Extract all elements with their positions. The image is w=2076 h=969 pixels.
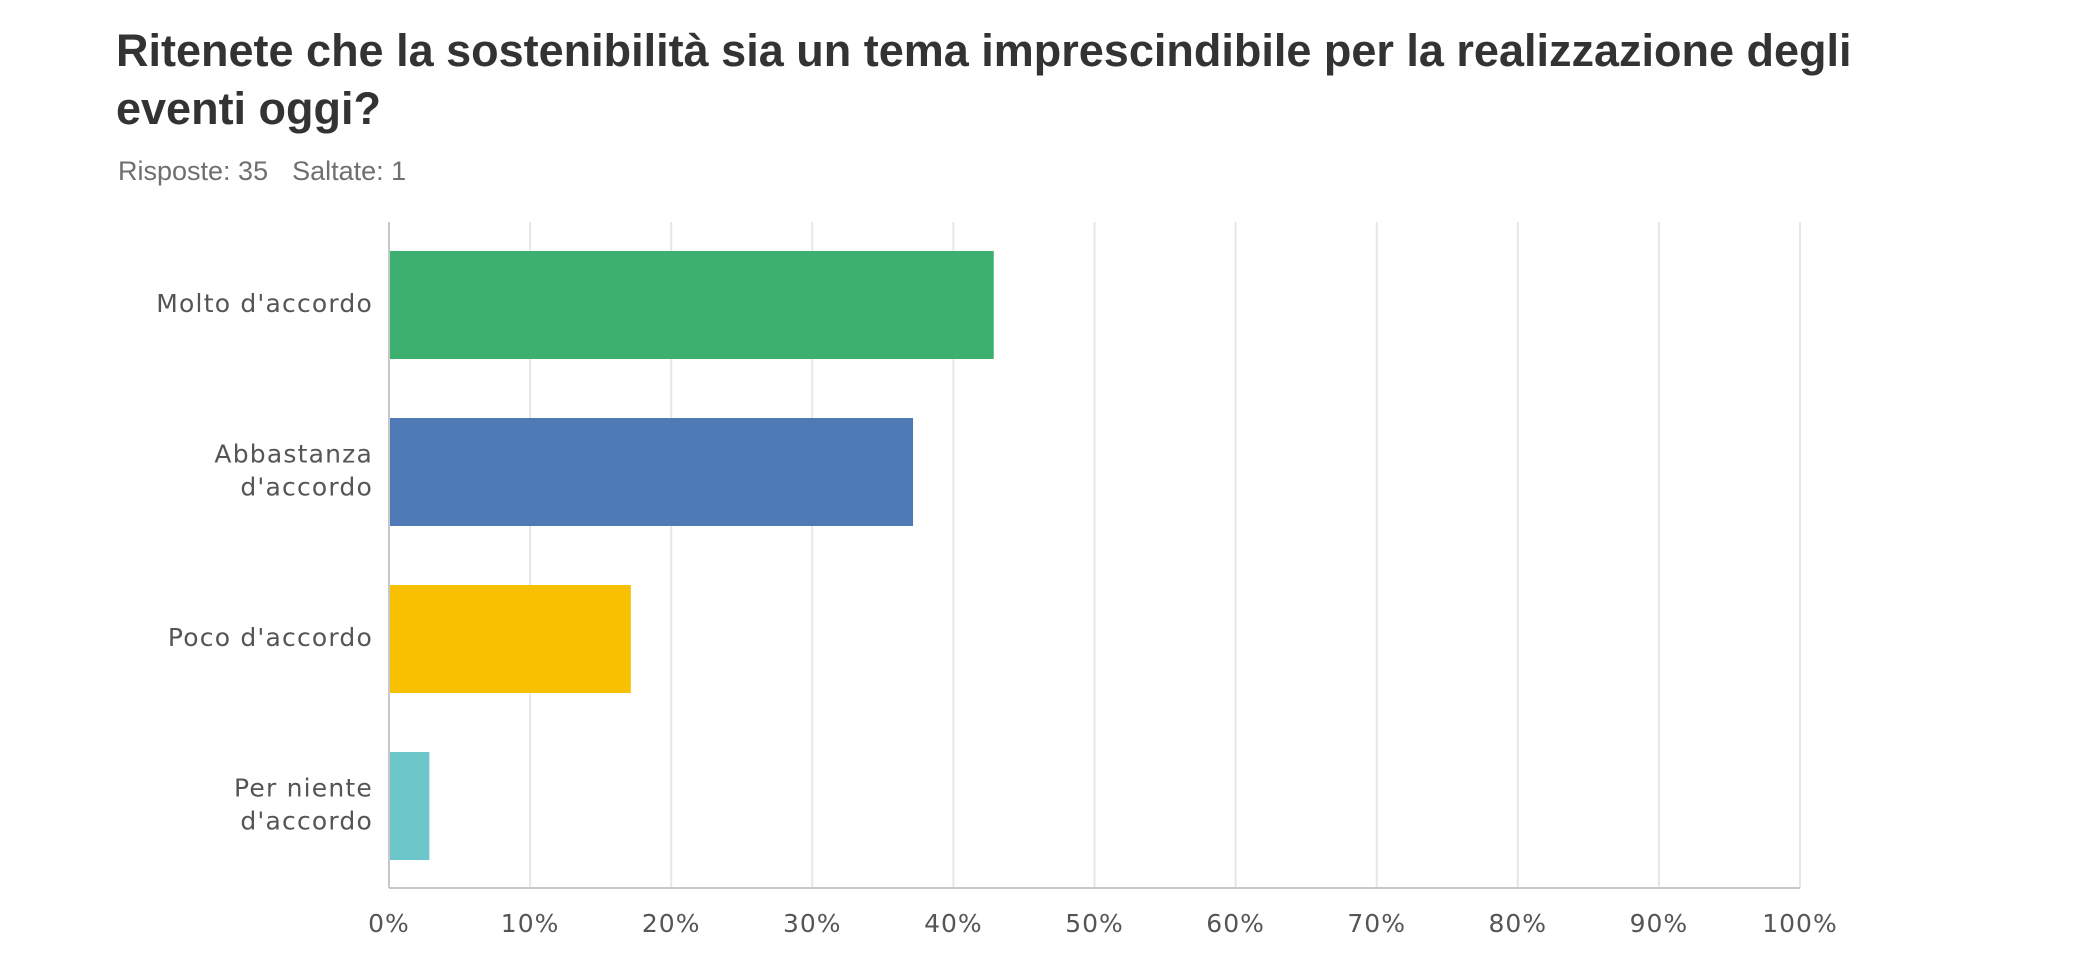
x-tick-label: 10% bbox=[501, 909, 560, 938]
x-tick-label: 90% bbox=[1630, 909, 1689, 938]
category-label: Poco d'accordo bbox=[168, 623, 373, 652]
x-tick-label: 50% bbox=[1065, 909, 1124, 938]
bar bbox=[389, 585, 631, 693]
category-label: Abbastanza d'accordo bbox=[214, 440, 373, 502]
x-tick-label: 0% bbox=[368, 909, 410, 938]
response-stats: Risposte: 35 Saltate: 1 bbox=[118, 154, 406, 188]
x-tick-label: 20% bbox=[642, 909, 701, 938]
bar bbox=[389, 752, 430, 860]
skipped-count: Saltate: 1 bbox=[292, 156, 407, 186]
x-tick-label: 70% bbox=[1347, 909, 1406, 938]
question-title: Ritenete che la sostenibilità sia un tem… bbox=[116, 25, 1852, 134]
responses-count: Risposte: 35 bbox=[118, 156, 269, 186]
x-tick-label: 80% bbox=[1489, 909, 1548, 938]
bar bbox=[389, 418, 914, 526]
x-tick-labels: 0% 10% 20% 30% 40% 50% 60% 70% 80% 90% 100% bbox=[368, 909, 1837, 938]
grid-lines bbox=[529, 222, 1801, 888]
x-tick-label: 40% bbox=[924, 909, 983, 938]
category-labels: Molto d'accordo Abbastanza d'accordo Poco d… bbox=[156, 289, 373, 836]
x-tick-label: 30% bbox=[783, 909, 842, 938]
category-label: Per niente d'accordo bbox=[234, 774, 373, 836]
bar bbox=[389, 251, 994, 359]
axes bbox=[388, 222, 1800, 889]
bars bbox=[389, 251, 994, 860]
x-tick-label: 100% bbox=[1762, 909, 1837, 938]
category-label: Molto d'accordo bbox=[156, 289, 373, 318]
x-tick-label: 60% bbox=[1206, 909, 1265, 938]
